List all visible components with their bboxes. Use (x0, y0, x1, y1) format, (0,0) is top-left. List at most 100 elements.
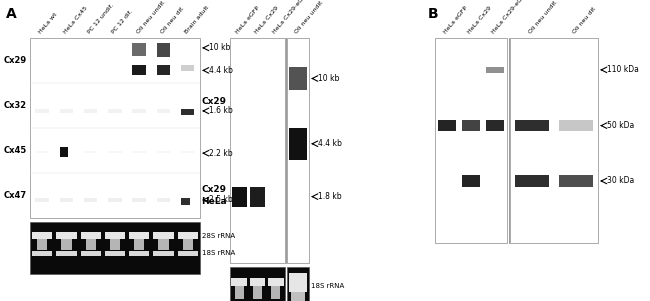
Bar (133, 198, 146, 202)
Bar (32, 232, 53, 239)
Text: 4.4 kb: 4.4 kb (318, 139, 342, 148)
Text: PC 12 undif.: PC 12 undif. (87, 3, 114, 35)
Text: Cx29: Cx29 (202, 97, 227, 105)
Bar (32, 251, 53, 256)
Text: Cx29
HeLa: Cx29 HeLa (202, 185, 227, 206)
Bar (462, 175, 480, 187)
Bar (289, 273, 307, 292)
Text: 28S rRNA: 28S rRNA (202, 232, 235, 238)
Text: Brain adult: Brain adult (184, 5, 210, 35)
Text: HeLa Cx29: HeLa Cx29 (254, 6, 280, 35)
Bar (157, 43, 170, 57)
Bar (157, 198, 170, 202)
Bar (133, 150, 146, 153)
Bar (108, 150, 122, 153)
Text: Oli neu undif.: Oli neu undif. (135, 0, 166, 35)
Text: 110 kDa: 110 kDa (607, 65, 639, 74)
Text: 4.4 kb: 4.4 kb (209, 66, 233, 75)
Bar (230, 38, 285, 263)
Bar (57, 232, 77, 239)
Bar (486, 67, 504, 73)
Bar (30, 38, 200, 218)
Bar (253, 286, 262, 299)
Text: HeLa eGFP: HeLa eGFP (443, 6, 469, 35)
Text: 30 kDa: 30 kDa (607, 176, 634, 185)
Bar (159, 239, 168, 250)
Text: HeLa Cx29: HeLa Cx29 (467, 6, 493, 35)
Bar (268, 278, 283, 286)
Text: 1.6 kb: 1.6 kb (209, 106, 233, 115)
Bar (84, 198, 98, 202)
Bar (134, 239, 144, 250)
Bar (110, 239, 120, 250)
Bar (81, 232, 101, 239)
Bar (153, 251, 174, 256)
Bar (515, 175, 549, 187)
Bar (129, 232, 150, 239)
Bar (108, 109, 122, 113)
Bar (181, 65, 194, 71)
Bar (61, 239, 72, 250)
Bar (250, 278, 265, 286)
Text: HeLa wt: HeLa wt (38, 12, 58, 35)
Bar (235, 286, 244, 299)
Text: 1.8 kb: 1.8 kb (318, 192, 342, 201)
Bar (105, 251, 125, 256)
Text: HeLa Cx45: HeLa Cx45 (62, 6, 88, 35)
Bar (177, 251, 198, 256)
Text: 10 kb: 10 kb (318, 74, 339, 83)
Text: 18S rRNA: 18S rRNA (311, 283, 344, 289)
Bar (84, 150, 98, 153)
Bar (86, 239, 96, 250)
Text: 2.2 kb: 2.2 kb (209, 149, 233, 158)
Bar (462, 120, 480, 131)
Bar (181, 109, 194, 115)
Bar (435, 38, 507, 243)
Text: HeLa eGFP: HeLa eGFP (235, 6, 261, 35)
Text: A: A (6, 7, 17, 21)
Text: Cx32: Cx32 (4, 101, 27, 110)
Bar (133, 43, 146, 56)
Bar (60, 109, 73, 113)
Text: 10 kb: 10 kb (209, 43, 230, 52)
Bar (510, 38, 598, 243)
Text: Oli neu undif.: Oli neu undif. (294, 0, 325, 35)
Bar (157, 65, 170, 75)
Bar (105, 232, 125, 239)
Bar (177, 232, 198, 239)
Bar (133, 109, 146, 113)
Bar (271, 286, 280, 299)
Text: Oli neu dif.: Oli neu dif. (572, 6, 598, 35)
Bar (157, 109, 170, 113)
Text: 50 kDa: 50 kDa (607, 121, 634, 130)
Bar (133, 65, 146, 75)
Bar (35, 198, 49, 202)
Bar (108, 198, 122, 202)
Bar (84, 109, 98, 113)
Bar (35, 109, 49, 113)
Text: Cx29: Cx29 (4, 56, 27, 65)
Bar (35, 150, 49, 153)
Bar (287, 38, 309, 263)
Text: Cx47: Cx47 (4, 191, 27, 200)
Bar (37, 239, 47, 250)
Bar (129, 251, 150, 256)
Bar (291, 292, 305, 301)
Bar (231, 278, 247, 286)
Bar (30, 222, 200, 274)
Bar (57, 251, 77, 256)
Bar (181, 198, 190, 204)
Bar (153, 232, 174, 239)
Bar (559, 175, 593, 187)
Bar (81, 251, 101, 256)
Bar (157, 150, 170, 153)
Bar (60, 147, 68, 157)
Text: Oli neu undif.: Oli neu undif. (528, 0, 559, 35)
Bar (287, 267, 309, 301)
Bar (486, 120, 504, 131)
Bar (437, 120, 456, 131)
Text: Oli neu dif.: Oli neu dif. (160, 6, 185, 35)
Text: Cx45: Cx45 (4, 146, 27, 155)
Text: HeLa Cx29-eGFP: HeLa Cx29-eGFP (272, 0, 309, 35)
Text: 18S rRNA: 18S rRNA (202, 250, 235, 256)
